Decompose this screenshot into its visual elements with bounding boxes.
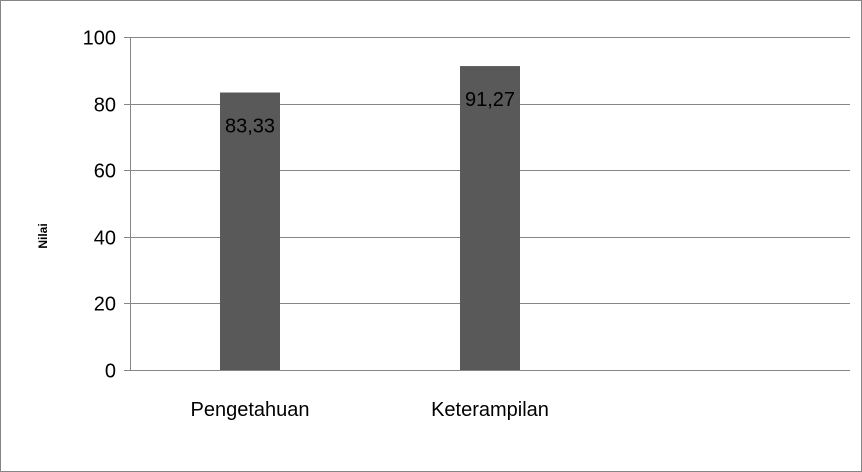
data-label-keterampilan: 91,27 (465, 89, 515, 111)
bar-pengetahuan (220, 92, 280, 370)
x-category-label: Keterampilan (431, 399, 549, 421)
y-tick-label: 100 (83, 28, 116, 50)
y-tick-label: 40 (94, 228, 116, 250)
labels: 0 20 40 60 80 100 Pengetahuan 83,33 Keterampilan… (83, 28, 549, 422)
x-category-label: Pengetahuan (190, 399, 309, 421)
data-label-pengetahuan: 83,33 (225, 116, 275, 138)
axes (124, 37, 850, 371)
bars (220, 66, 520, 371)
y-axis-title: Nilai (36, 223, 50, 248)
y-tick-label: 20 (94, 294, 116, 316)
y-tick-label: 0 (105, 361, 116, 383)
y-tick-label: 60 (94, 161, 116, 183)
bar-keterampilan (460, 66, 520, 371)
y-tick-label: 80 (94, 95, 116, 117)
